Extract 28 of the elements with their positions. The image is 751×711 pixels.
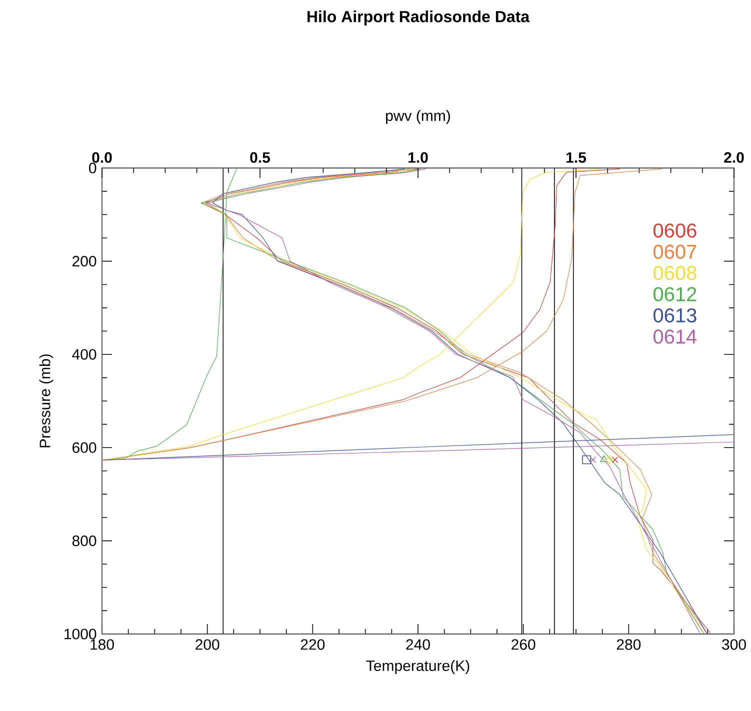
y-axis-title: Pressure (mb) (39, 354, 54, 448)
x-tick-label: 180 (90, 639, 114, 650)
text: 0612 (654, 287, 696, 302)
y-tick-label: 400 (72, 349, 96, 360)
x2-tick-label: 1.0 (408, 152, 428, 163)
x2-tick-label: 1.5 (566, 152, 586, 163)
x-tick-label: 200 (196, 639, 220, 650)
x2-tick-label: 0.5 (250, 152, 270, 163)
x-tick-label: 300 (722, 639, 746, 650)
x-tick-label: 260 (512, 639, 536, 650)
x2-tick-label: 0.0 (92, 152, 112, 163)
chart-title: Hilo Airport Radiosonde Data (308, 10, 530, 26)
text: 0614 (654, 330, 697, 344)
text: 0606 (654, 223, 696, 238)
y-tick-label: 800 (72, 535, 96, 546)
x-axis-title: Temperature(K) (366, 660, 470, 674)
text: 0607 (654, 244, 696, 259)
x-tick-label: 280 (616, 639, 641, 650)
x2-tick-label: 2.0 (724, 152, 744, 163)
y-tick-label: 600 (72, 442, 96, 453)
y-tick-label: 200 (72, 256, 96, 267)
y-tick-label: 1000 (64, 628, 96, 640)
x-tick-label: 220 (300, 639, 325, 650)
text: 0613 (654, 308, 696, 322)
x-tick-label: 240 (406, 639, 430, 650)
text: 0608 (654, 266, 696, 280)
x2-axis-title: pwv (mm) (386, 110, 450, 124)
y-tick-label: 0 (89, 162, 96, 174)
